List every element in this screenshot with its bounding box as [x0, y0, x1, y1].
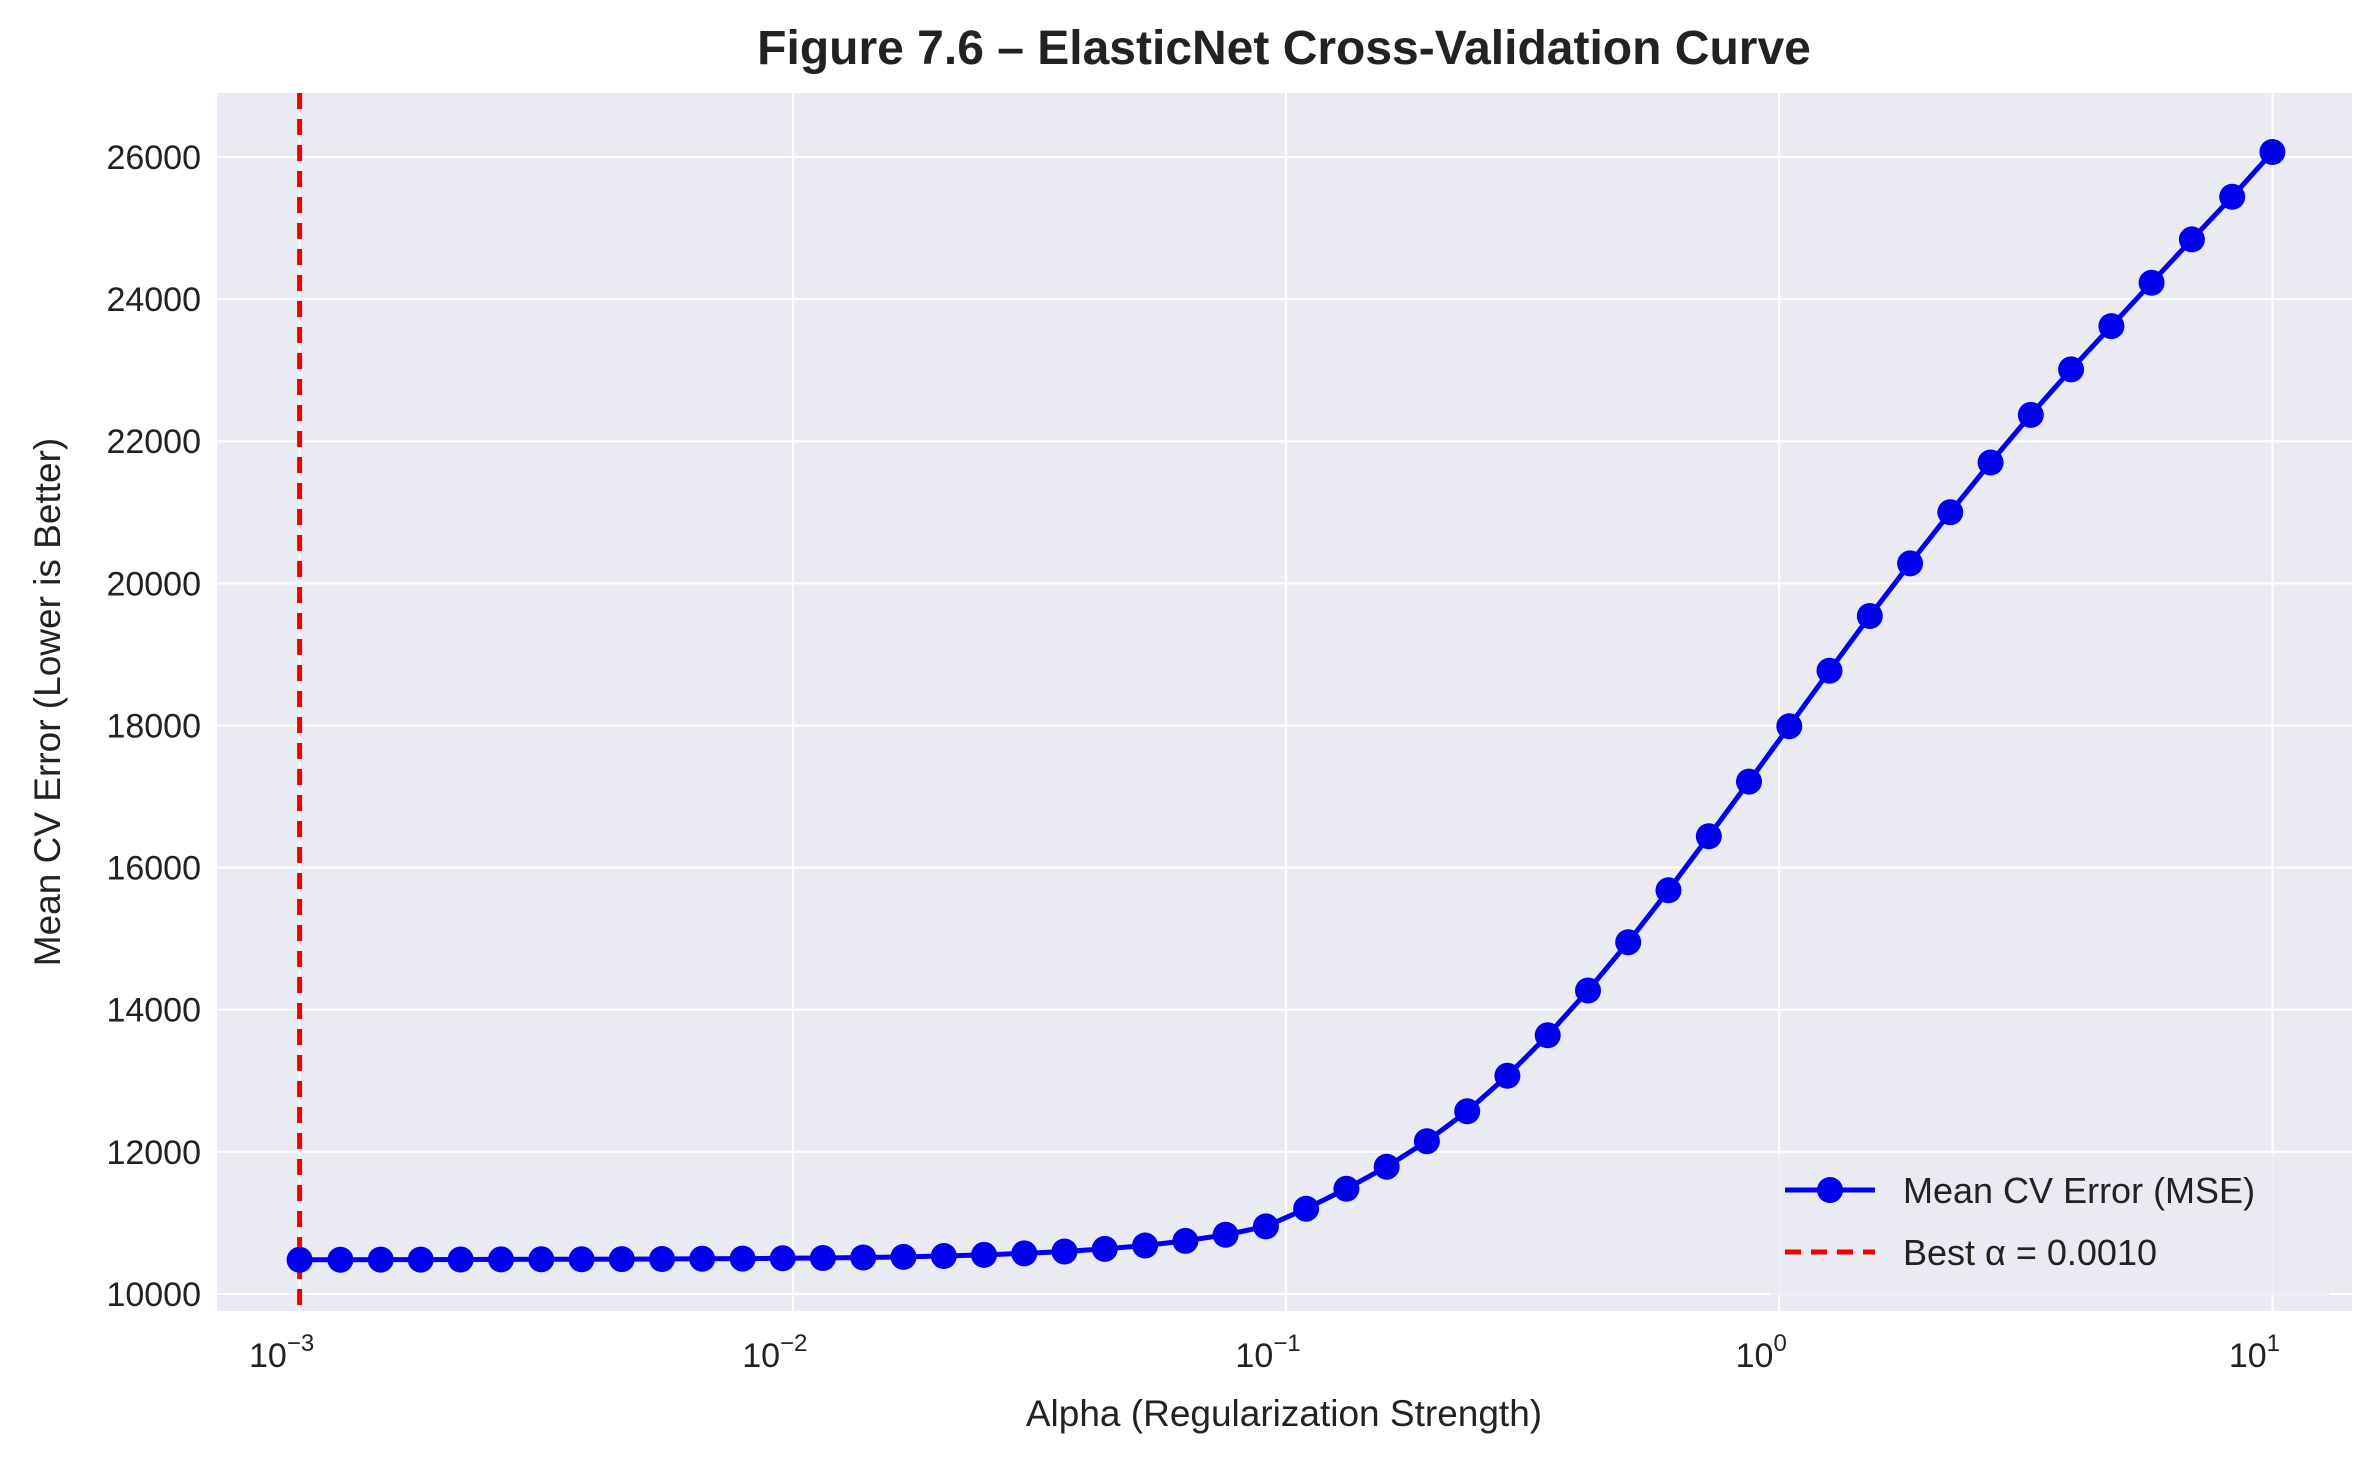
data-point: [1534, 1022, 1561, 1049]
data-point: [1252, 1213, 1279, 1240]
y-tick-label: 22000: [106, 423, 201, 461]
data-point: [1695, 823, 1722, 850]
data-point: [2017, 401, 2044, 428]
data-point: [1575, 977, 1601, 1004]
y-tick-label: 26000: [106, 139, 201, 177]
data-point: [1373, 1153, 1400, 1180]
data-point: [2178, 226, 2205, 253]
x-tick-label: 101: [2229, 1330, 2280, 1375]
data-point: [1172, 1227, 1199, 1254]
legend: Mean CV Error (MSE) Best α = 0.0010: [1770, 1155, 2330, 1295]
data-point: [568, 1246, 595, 1273]
data-point: [1051, 1238, 1078, 1265]
data-point: [2058, 356, 2085, 383]
data-point: [1937, 499, 1964, 526]
data-point: [769, 1245, 796, 1272]
data-point: [1655, 877, 1682, 904]
data-point: [286, 1246, 313, 1273]
data-point: [1011, 1240, 1038, 1267]
y-tick-label: 14000: [106, 992, 201, 1030]
y-tick-label: 20000: [106, 565, 201, 603]
legend-marker-series: [1817, 1177, 1843, 1203]
data-point: [1977, 449, 2004, 476]
data-point: [729, 1245, 756, 1272]
data-point: [367, 1246, 394, 1273]
chart-title: Figure 7.6 – ElasticNet Cross-Validation…: [757, 22, 1811, 75]
data-point: [890, 1243, 917, 1270]
x-tick-label: 10−2: [742, 1330, 807, 1375]
data-point: [1856, 603, 1883, 629]
plot-area: [217, 93, 2352, 1311]
data-point: [2259, 139, 2286, 165]
series: [286, 139, 2286, 1273]
data-point: [488, 1246, 514, 1273]
data-point: [528, 1246, 555, 1273]
data-point: [1615, 929, 1642, 956]
x-tick-label: 10−1: [1235, 1330, 1300, 1375]
data-point: [1454, 1098, 1481, 1125]
data-point: [1132, 1232, 1159, 1259]
y-axis-ticks: 10000 12000 14000 16000 18000 20000 22000 24000…: [106, 139, 201, 1314]
data-point: [447, 1246, 474, 1273]
y-tick-label: 16000: [106, 850, 201, 888]
legend-label-series: Mean CV Error (MSE): [1903, 1170, 2255, 1211]
x-axis-label: Alpha (Regularization Strength): [1026, 1393, 1542, 1434]
data-point: [850, 1244, 877, 1271]
data-point: [1816, 657, 1843, 684]
data-point: [930, 1243, 957, 1269]
y-tick-label: 24000: [106, 281, 201, 319]
data-point: [689, 1245, 716, 1272]
y-tick-label: 18000: [106, 707, 201, 745]
data-point: [1293, 1195, 1320, 1222]
data-point: [649, 1246, 675, 1272]
data-point: [2098, 313, 2125, 340]
data-point: [2219, 183, 2246, 210]
data-point: [1897, 550, 1924, 577]
x-axis-ticks: 10−3 10−2 10−1 100 101: [249, 1330, 2280, 1375]
y-tick-label: 12000: [106, 1134, 201, 1172]
legend-box: [1770, 1155, 2330, 1295]
y-tick-label: 10000: [106, 1276, 201, 1314]
data-point: [1333, 1175, 1360, 1202]
data-point: [1413, 1128, 1440, 1155]
data-point: [809, 1245, 836, 1271]
data-point: [327, 1246, 354, 1273]
data-point: [1212, 1221, 1239, 1248]
data-point: [1776, 713, 1803, 740]
legend-label-best-alpha: Best α = 0.0010: [1903, 1232, 2157, 1273]
x-tick-label: 100: [1736, 1330, 1787, 1375]
data-point: [1494, 1062, 1521, 1089]
x-tick-label: 10−3: [249, 1330, 314, 1375]
y-axis-label: Mean CV Error (Lower is Better): [27, 438, 68, 966]
data-point: [608, 1246, 635, 1273]
data-point: [971, 1241, 997, 1268]
data-point: [1091, 1235, 1118, 1262]
data-point: [1736, 768, 1762, 795]
data-point: [2138, 269, 2165, 296]
data-point: [407, 1246, 434, 1273]
